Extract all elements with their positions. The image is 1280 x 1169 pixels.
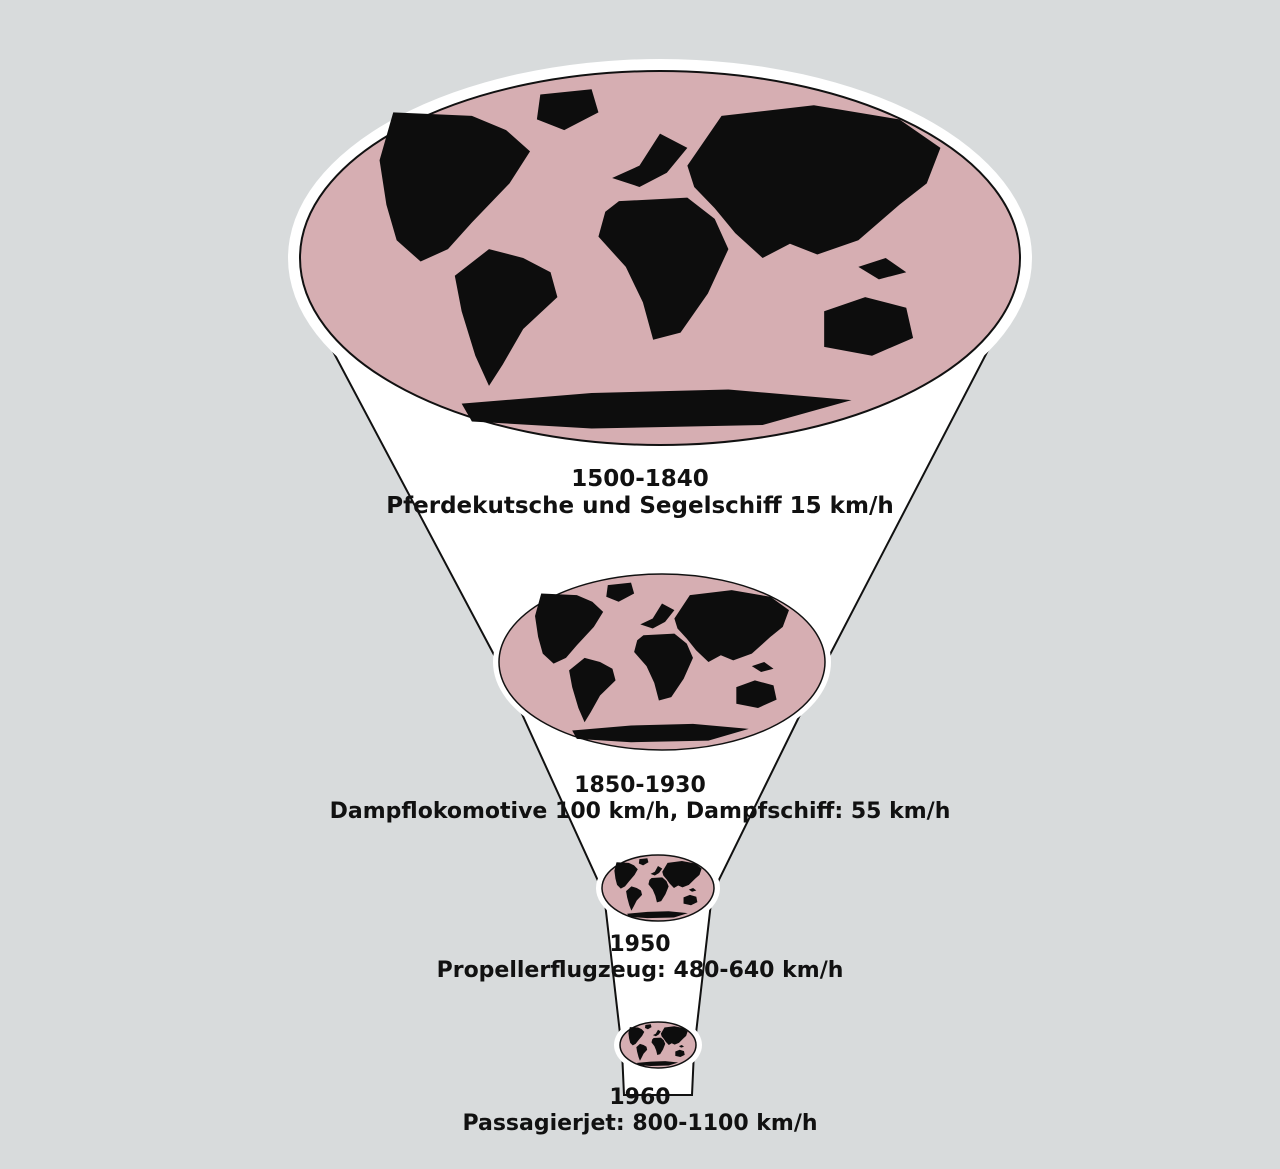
stage-1-years: 1500-1840 <box>571 466 709 492</box>
stage-4-label: 1960 Passagierjet: 800-1100 km/h <box>0 1085 1280 1137</box>
stage-3-years: 1950 <box>609 932 671 957</box>
stage-3-label: 1950 Propellerflugzeug: 480-640 km/h <box>0 932 1280 984</box>
stage-2-label: 1850-1930 Dampflokomotive 100 km/h, Damp… <box>0 773 1280 825</box>
stage-3-description: Propellerflugzeug: 480-640 km/h <box>436 957 844 983</box>
stage-4-years: 1960 <box>609 1085 671 1110</box>
stage-2-years: 1850-1930 <box>574 773 706 798</box>
stage-2-description: Dampflokomotive 100 km/h, Dampfschiff: 5… <box>329 798 951 824</box>
stage-1-description: Pferdekutsche und Segelschiff 15 km/h <box>386 493 894 520</box>
stage-4-description: Passagierjet: 800-1100 km/h <box>462 1110 818 1136</box>
stage-1-label: 1500-1840 Pferdekutsche und Segelschiff … <box>0 466 1280 520</box>
